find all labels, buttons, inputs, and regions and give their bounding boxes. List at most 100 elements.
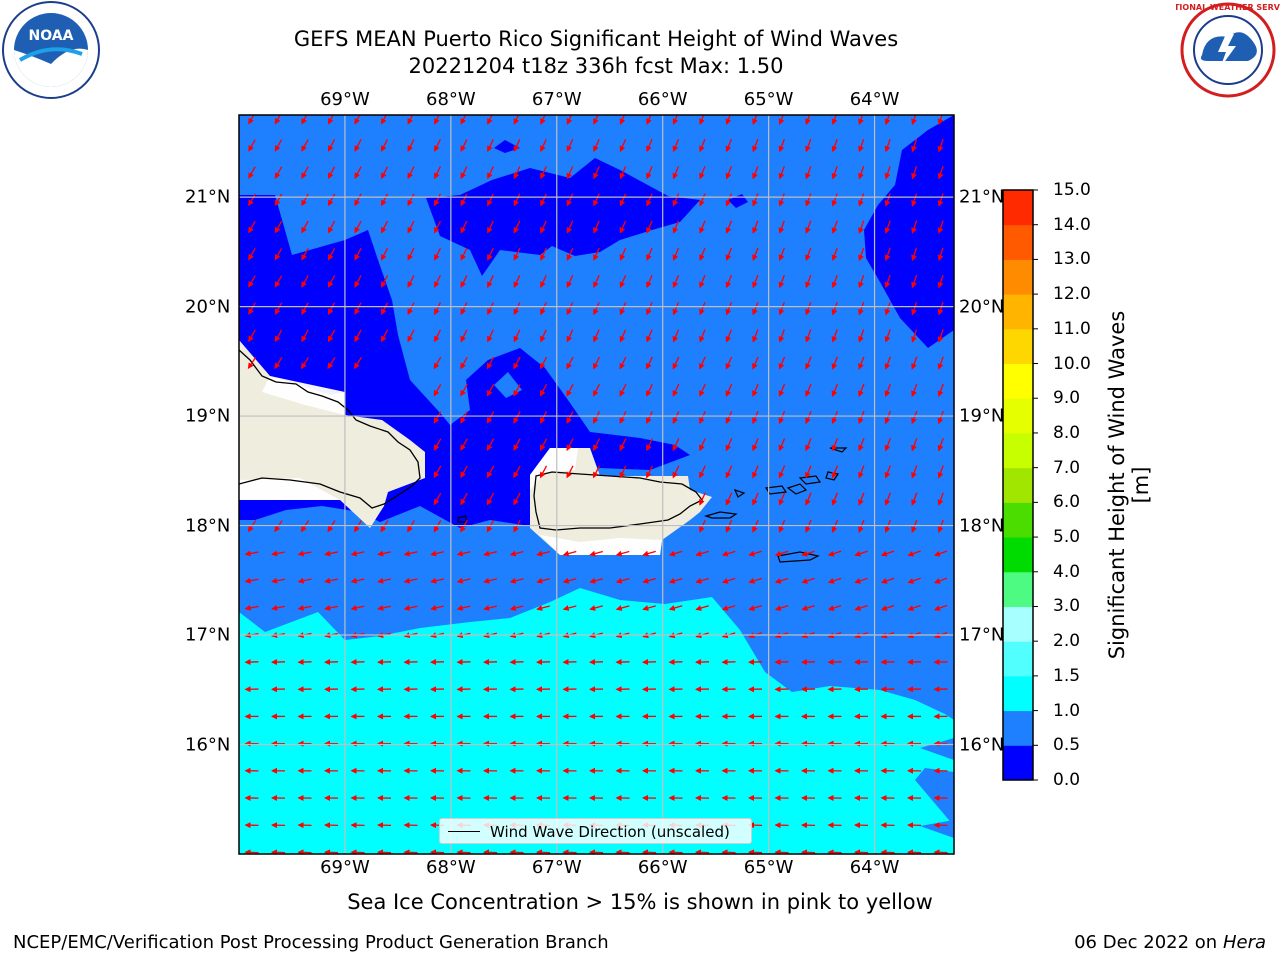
- wave-direction-arrow: [937, 465, 944, 479]
- wave-direction-arrow: [589, 605, 603, 611]
- colorbar-tick-label: 2.0: [1053, 631, 1081, 652]
- wave-direction-arrow: [513, 302, 521, 316]
- wave-direction-arrow: [725, 193, 733, 207]
- wave-direction-arrow: [407, 329, 415, 343]
- wave-direction-arrow: [827, 550, 842, 557]
- wave-direction-arrow: [327, 139, 336, 152]
- wave-direction-arrow: [509, 577, 524, 584]
- lon-label-top: 64°W: [849, 89, 900, 110]
- wave-direction-arrow: [880, 849, 895, 854]
- wave-direction-arrow: [619, 247, 627, 261]
- wave-direction-arrow: [244, 550, 259, 557]
- wave-direction-arrow: [354, 166, 362, 180]
- map-frame: [238, 114, 955, 855]
- wave-direction-arrow: [513, 465, 521, 479]
- wave-direction-arrow: [615, 605, 630, 611]
- wave-direction-arrow: [456, 605, 471, 611]
- wave-direction-arrow: [937, 383, 944, 398]
- wave-direction-arrow: [699, 329, 706, 343]
- wave-direction-arrow: [460, 220, 468, 234]
- wave-direction-arrow: [672, 329, 680, 343]
- wave-direction-arrow: [672, 411, 680, 424]
- wave-direction-arrow: [831, 438, 839, 452]
- wave-direction-arrow: [831, 166, 838, 180]
- wave-direction-arrow: [274, 220, 283, 234]
- wave-direction-arrow: [433, 356, 442, 370]
- wave-direction-arrow: [721, 849, 736, 854]
- wave-direction-arrow: [487, 275, 494, 288]
- wave-direction-arrow: [354, 139, 362, 152]
- lon-label-bottom: 67°W: [531, 857, 582, 878]
- nws-logo: NATIONAL WEATHER SERVICE: [1176, 2, 1280, 98]
- wave-direction-arrow: [380, 275, 389, 288]
- wave-direction-arrow: [619, 411, 627, 424]
- wave-direction-arrow: [539, 383, 548, 397]
- wave-direction-arrow: [831, 356, 839, 370]
- wave-direction-arrow: [407, 275, 415, 288]
- wave-direction-arrow: [725, 274, 733, 289]
- wave-direction-arrow: [884, 410, 891, 425]
- wave-direction-arrow: [752, 220, 759, 234]
- wave-direction-arrow: [297, 550, 312, 557]
- wave-direction-arrow: [483, 577, 497, 584]
- wave-direction-arrow: [619, 465, 627, 479]
- wave-direction-arrow: [884, 166, 891, 180]
- colorbar-tick-label: 0.5: [1053, 735, 1081, 756]
- wave-direction-arrow: [460, 139, 468, 152]
- wave-direction-arrow: [433, 492, 442, 506]
- wave-direction-arrow: [778, 356, 786, 370]
- wave-direction-arrow: [592, 465, 601, 479]
- wave-direction-arrow: [725, 138, 733, 153]
- wave-direction-arrow: [778, 115, 785, 126]
- wave-direction-arrow: [672, 438, 680, 452]
- noaa-logo-text: NOAA: [29, 28, 74, 44]
- wave-direction-arrow: [540, 329, 547, 343]
- wave-direction-arrow: [752, 383, 759, 397]
- wave-direction-arrow: [725, 302, 733, 316]
- wave-direction-arrow: [566, 302, 574, 316]
- wave-direction-arrow: [562, 849, 577, 854]
- wave-direction-arrow: [301, 139, 309, 152]
- wave-direction-arrow: [699, 138, 706, 153]
- wave-direction-arrow: [566, 329, 574, 343]
- wave-direction-arrow: [646, 302, 653, 316]
- wave-direction-arrow: [831, 329, 838, 343]
- wave-direction-arrow: [274, 139, 283, 152]
- wave-direction-arrow: [377, 550, 391, 557]
- wave-direction-arrow: [430, 605, 444, 611]
- wave-direction-arrow: [248, 220, 256, 234]
- wave-direction-arrow: [778, 410, 786, 425]
- wave-direction-arrow: [752, 138, 759, 153]
- wave-direction-arrow: [805, 329, 812, 343]
- wave-direction-arrow: [911, 492, 918, 506]
- wave-direction-arrow: [486, 411, 495, 424]
- wave-direction-arrow: [513, 438, 521, 451]
- colorbar-tick-label: 14.0: [1053, 214, 1091, 235]
- colorbar-segment: [1003, 259, 1033, 295]
- legend-line-sample: [448, 831, 480, 833]
- wave-direction-arrow: [805, 247, 812, 262]
- wave-direction-arrow: [434, 329, 441, 343]
- wave-direction-arrow: [407, 166, 415, 180]
- wave-direction-arrow: [805, 465, 812, 479]
- wave-direction-arrow: [937, 410, 944, 425]
- wave-direction-arrow: [248, 139, 256, 152]
- lat-label-left: 19°N: [185, 405, 231, 427]
- wave-direction-arrow: [805, 138, 812, 153]
- wave-direction-arrow: [593, 138, 600, 153]
- wave-direction-arrow: [301, 220, 309, 234]
- wave-direction-arrow: [884, 302, 891, 316]
- wave-direction-arrow: [805, 410, 812, 425]
- wave-direction-arrow: [615, 550, 630, 557]
- colorbar-segment: [1003, 606, 1033, 642]
- wave-direction-arrow: [244, 849, 259, 854]
- lat-label-left: 20°N: [185, 296, 231, 318]
- wave-direction-arrow: [937, 166, 944, 180]
- wave-direction-arrow: [460, 438, 468, 451]
- wave-direction-arrow: [672, 465, 680, 479]
- wave-direction-arrow: [274, 275, 283, 288]
- wave-direction-arrow: [487, 193, 494, 207]
- wave-direction-arrow: [593, 220, 600, 234]
- wave-direction-arrow: [487, 115, 493, 125]
- wave-direction-arrow: [593, 247, 600, 261]
